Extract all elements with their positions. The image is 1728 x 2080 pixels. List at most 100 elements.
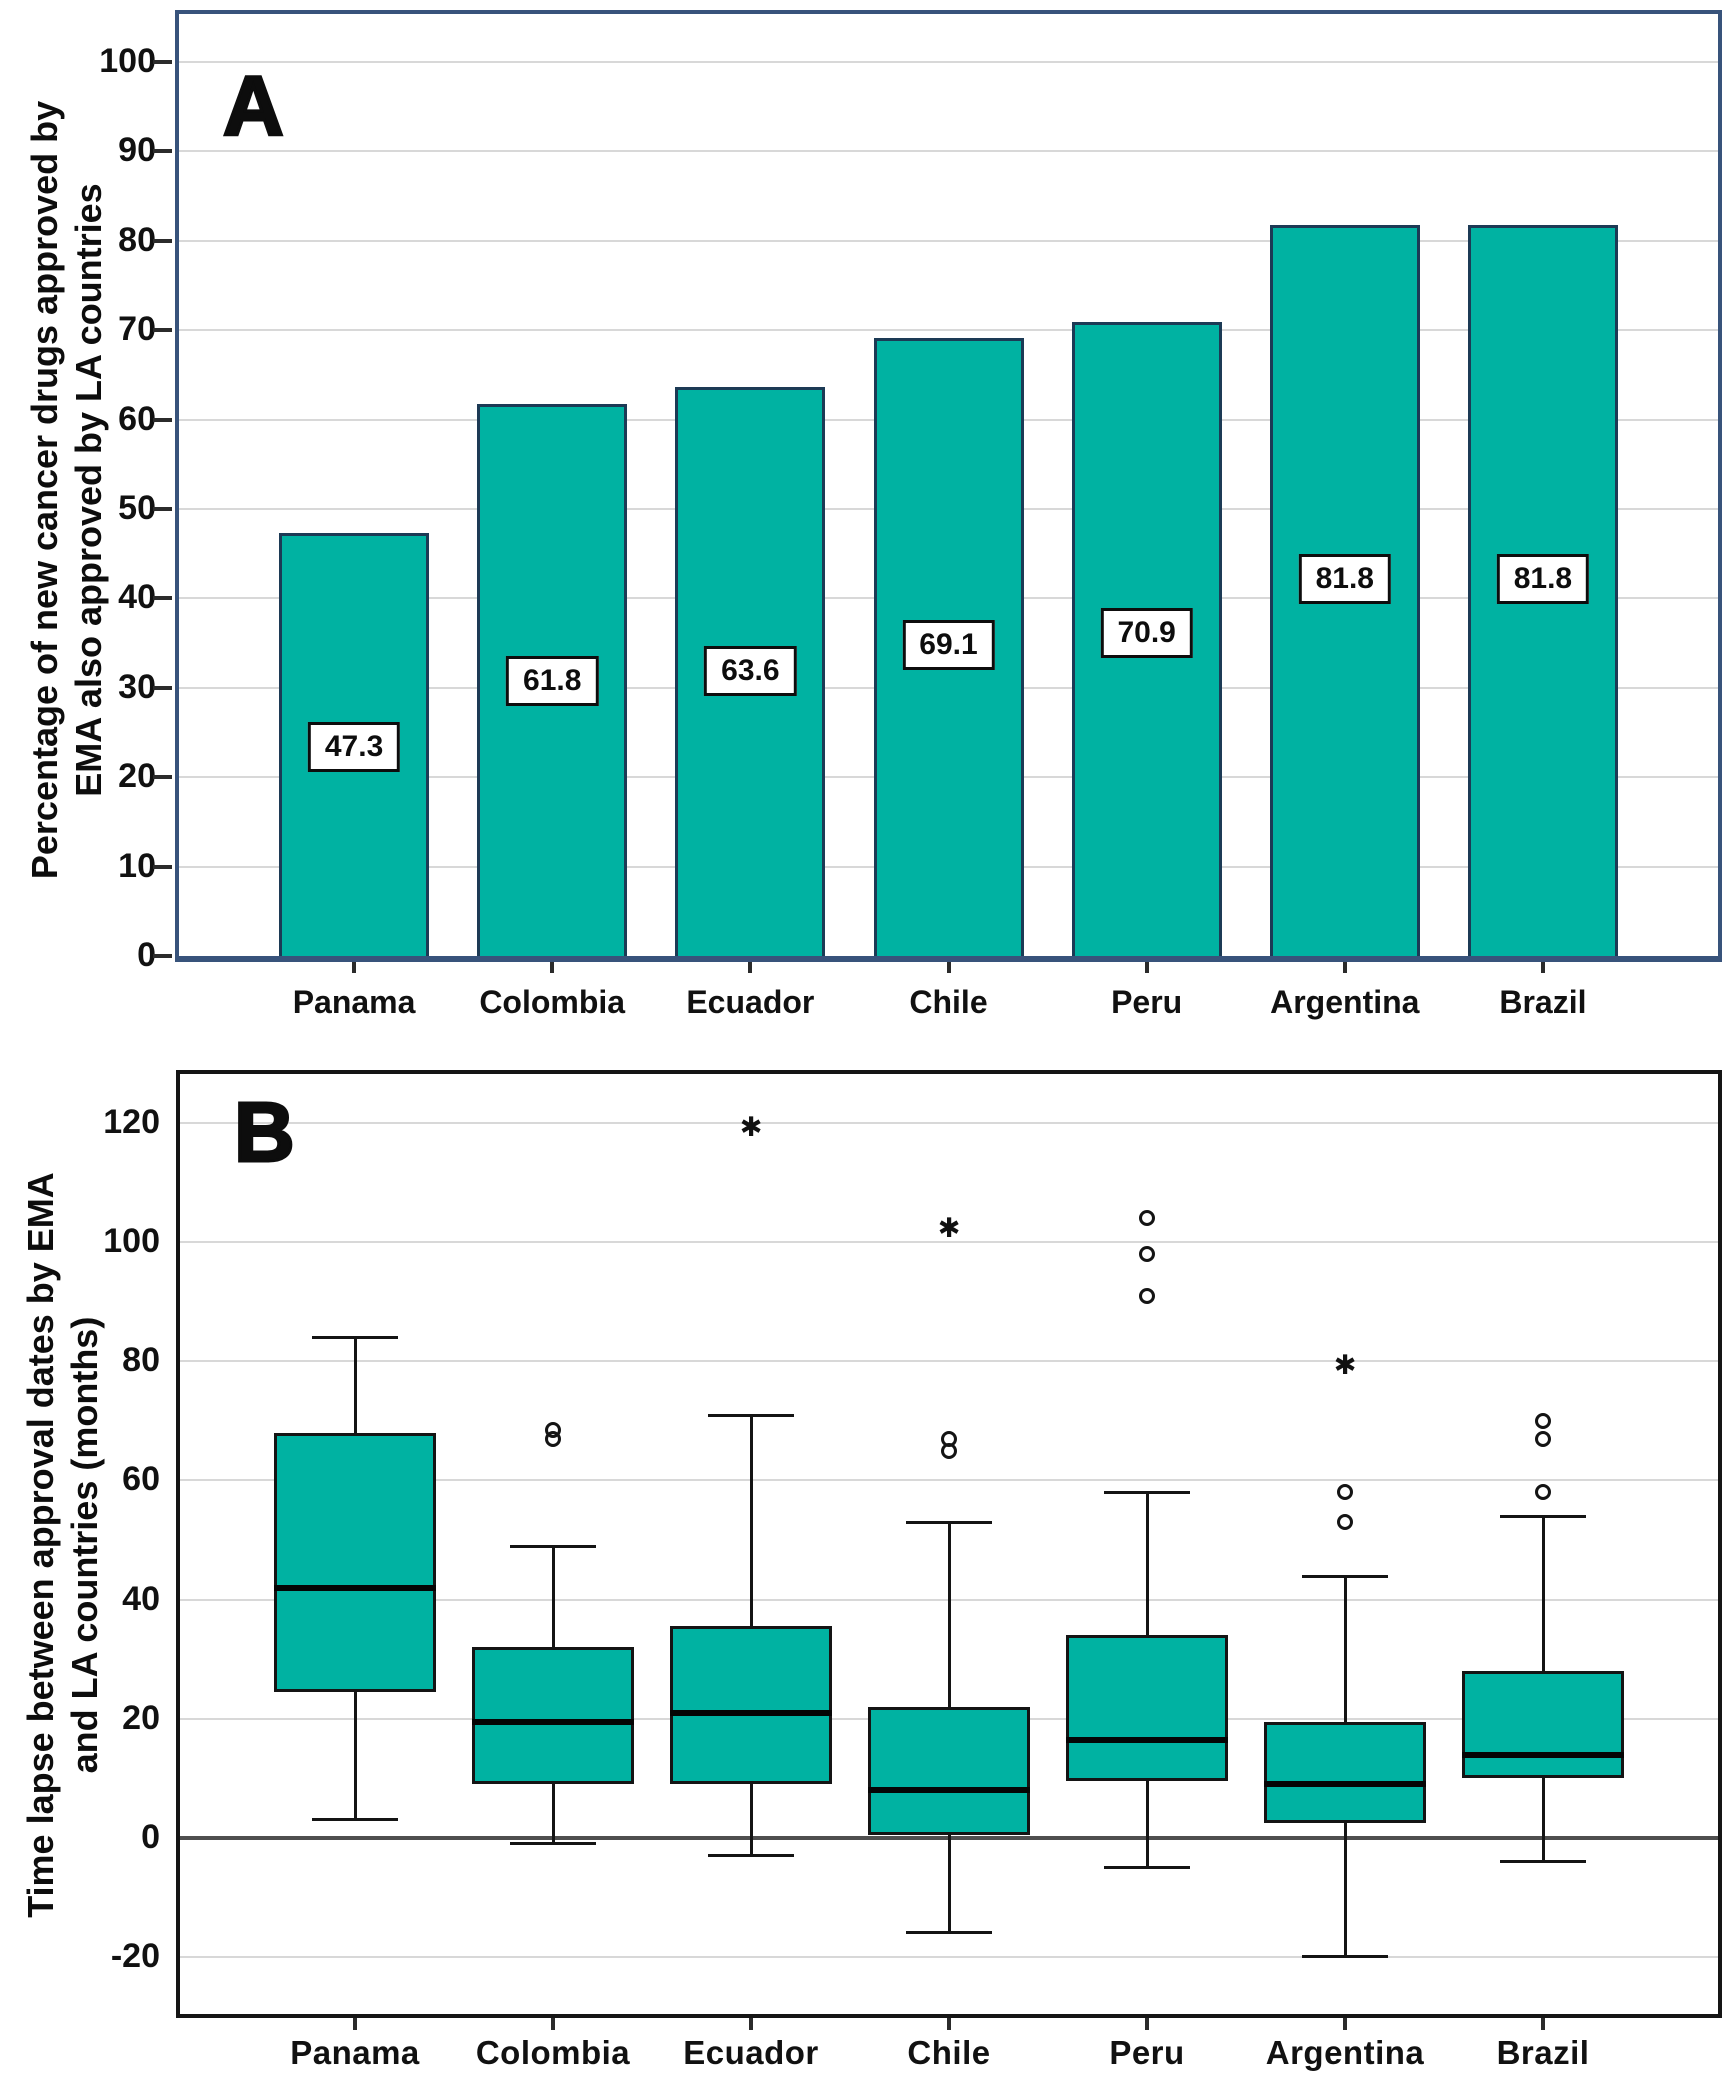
whisker-upper-peru (1145, 1492, 1149, 1636)
panel-a-xtick-argentina (1342, 962, 1347, 973)
panel-b-ytick-0: 0 (141, 1818, 160, 1856)
panel-a-ytick-mark-20 (153, 775, 172, 780)
whisker-upper-brazil (1541, 1516, 1545, 1672)
panel-b-ytick-80: 80 (122, 1341, 160, 1380)
panel-b-xtick-brazil (1541, 2018, 1545, 2030)
whisker-lower-peru (1145, 1781, 1149, 1868)
median-brazil (1462, 1751, 1624, 1758)
whisker-upper-colombia (551, 1545, 555, 1648)
whisker-lower-argentina (1343, 1823, 1347, 1958)
panel-a-xlabel-ecuador: Ecuador (686, 984, 815, 1020)
outlier-circle-icon-argentina-0 (1337, 1514, 1353, 1531)
median-panama (274, 1584, 436, 1591)
box-peru (1066, 1635, 1228, 1782)
panel-a-xlabel-argentina: Argentina (1270, 984, 1420, 1020)
gridline-60 (180, 1479, 1718, 1482)
panel-a-xlabel-colombia: Colombia (479, 984, 626, 1020)
box-panama (274, 1432, 436, 1692)
whisker-upper-panama (353, 1337, 357, 1433)
panel-a-ytick-30: 30 (118, 667, 156, 706)
panel-a-xtick-chile (946, 962, 951, 973)
box-brazil (1462, 1671, 1624, 1779)
median-chile (868, 1787, 1030, 1794)
panel-a-ytick-mark-60 (153, 417, 172, 422)
outlier-circle-icon-peru-0 (1139, 1287, 1155, 1304)
panel-a-ytick-mark-90 (153, 149, 172, 154)
panel-b-xlabel-peru: Peru (1109, 2034, 1185, 2071)
whisker-cap-upper-argentina (1302, 1574, 1388, 1578)
panel-a-ytick-mark-70 (153, 328, 172, 333)
gridline-80 (180, 1360, 1718, 1363)
panel-a-xlabel-panama: Panama (292, 984, 416, 1020)
box-ecuador (670, 1626, 832, 1785)
median-peru (1066, 1736, 1228, 1743)
panel-b-xtick-argentina (1343, 2018, 1347, 2030)
panel-a-xtick-brazil (1540, 962, 1545, 973)
panel-a-xlabel-brazil: Brazil (1499, 984, 1587, 1020)
panel-b-y-axis-title: Time lapse between approval dates by EMA… (19, 1065, 109, 2025)
whisker-cap-upper-colombia (510, 1544, 596, 1548)
gridline-90 (179, 150, 1718, 153)
panel-a-ytick-100: 100 (99, 42, 156, 80)
gridline--20 (180, 1956, 1718, 1959)
gridline-120 (180, 1121, 1718, 1124)
whisker-lower-brazil (1541, 1778, 1545, 1862)
panel-b-ytick-40: 40 (122, 1579, 160, 1618)
whisker-cap-upper-brazil (1500, 1515, 1586, 1519)
panel-a-xtick-panama (352, 962, 357, 973)
whisker-cap-upper-panama (312, 1336, 398, 1340)
bar-value-label-colombia: 61.8 (506, 655, 599, 706)
panel-b-xtick-colombia (551, 2018, 555, 2030)
extreme-asterisk-icon-argentina-0: ✱ (1333, 1350, 1357, 1381)
whisker-cap-upper-ecuador (708, 1413, 794, 1417)
panel-b-ytick-120: 120 (103, 1102, 160, 1141)
median-ecuador (670, 1709, 832, 1716)
panel-b-xtick-panama (353, 2018, 357, 2030)
panel-a-ytick-20: 20 (118, 757, 156, 796)
outlier-circle-icon-brazil-2 (1535, 1412, 1551, 1429)
panel-a-ytick-50: 50 (118, 489, 156, 527)
extreme-asterisk-icon-chile-0: ✱ (937, 1213, 961, 1244)
panel-a-xlabel-peru: Peru (1111, 984, 1183, 1020)
box-colombia (472, 1647, 634, 1785)
panel-a-xtick-peru (1144, 962, 1149, 973)
panel-a-ytick-mark-100 (153, 60, 172, 64)
gridline-100 (179, 61, 1718, 63)
whisker-cap-lower-ecuador (708, 1853, 794, 1857)
bar-value-label-argentina: 81.8 (1298, 553, 1391, 604)
whisker-upper-chile (947, 1522, 951, 1707)
panel-a-ytick-80: 80 (118, 220, 156, 259)
panel-b-xtick-peru (1145, 2018, 1149, 2030)
panel-a-plot-area: A 47.3 61.8 63.6 69.1 70.9 81.8 81.8 (175, 10, 1722, 962)
extreme-asterisk-icon-ecuador-0: ✱ (739, 1111, 763, 1142)
panel-a-ytick-mark-50 (153, 507, 172, 511)
bar-value-label-chile: 69.1 (902, 619, 995, 670)
box-chile (868, 1706, 1030, 1835)
whisker-lower-panama (353, 1691, 357, 1821)
panel-a-ytick-90: 90 (118, 131, 156, 170)
panel-b-xlabel-chile: Chile (907, 2034, 991, 2071)
panel-a-xlabel-chile: Chile (909, 984, 988, 1020)
bar-value-label-peru: 70.9 (1100, 608, 1193, 659)
whisker-cap-lower-colombia (510, 1841, 596, 1845)
panel-a-ytick-mark-40 (153, 596, 172, 601)
panel-a-ytick-mark-0 (153, 954, 172, 958)
panel-a-label: A (222, 59, 286, 153)
bar-value-label-brazil: 81.8 (1496, 553, 1590, 604)
outlier-circle-icon-peru-1 (1139, 1245, 1155, 1262)
whisker-upper-argentina (1343, 1575, 1347, 1722)
panel-a-ytick-10: 10 (118, 846, 156, 885)
outlier-circle-icon-brazil-1 (1535, 1430, 1551, 1447)
panel-a-xtick-ecuador (748, 962, 753, 973)
whisker-cap-lower-brazil (1500, 1859, 1586, 1863)
panel-b-xtick-ecuador (749, 2018, 753, 2030)
panel-a-ytick-70: 70 (118, 310, 156, 349)
panel-b-ytick-20: 20 (122, 1698, 160, 1737)
bar-value-label-panama: 47.3 (307, 721, 401, 772)
panel-b-xlabel-colombia: Colombia (475, 2034, 631, 2071)
panel-a-ytick-mark-10 (153, 864, 172, 869)
panel-b-label: B (233, 1085, 297, 1179)
gridline-80 (179, 239, 1718, 242)
median-colombia (472, 1718, 634, 1725)
gridline-70 (179, 329, 1718, 332)
